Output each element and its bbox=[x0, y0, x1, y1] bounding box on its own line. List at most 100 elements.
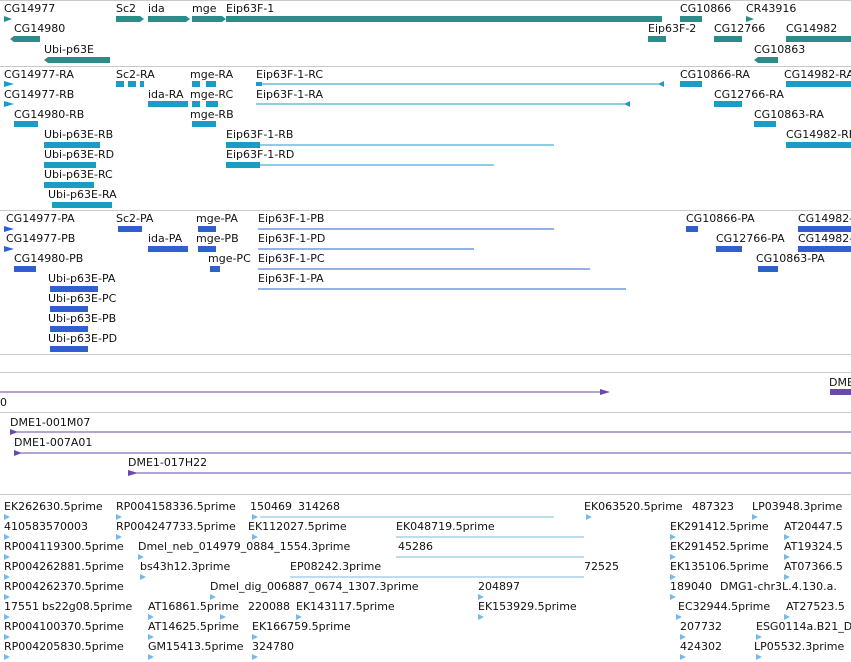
gene-label[interactable]: CG14977 bbox=[4, 2, 56, 15]
est-label[interactable]: RP004262370.5prime bbox=[4, 580, 124, 593]
protein-label[interactable]: CG12766-PA bbox=[716, 232, 785, 245]
gene-label[interactable]: ida bbox=[148, 2, 165, 15]
est-label[interactable]: EP08242.3prime bbox=[290, 560, 382, 573]
transcript-label[interactable]: mge-RA bbox=[190, 68, 234, 81]
est-label[interactable]: 410583570003 bbox=[4, 520, 88, 533]
est-label[interactable]: 189040 bbox=[670, 580, 712, 593]
est-label[interactable]: 72525 bbox=[584, 560, 619, 573]
protein-label[interactable]: CG14977-PB bbox=[6, 232, 76, 245]
est-label[interactable]: 324780 bbox=[252, 640, 294, 653]
est-label[interactable]: EK143117.5prime bbox=[296, 600, 395, 613]
transcript-label[interactable]: Eip63F-1-RB bbox=[226, 128, 294, 141]
est-label[interactable]: RP004158336.5prime bbox=[116, 500, 236, 513]
protein-label[interactable]: Eip63F-1-PA bbox=[258, 272, 324, 285]
protein-label[interactable]: CG14977-PA bbox=[6, 212, 75, 225]
protein-label[interactable]: Ubi-p63E-PC bbox=[48, 292, 117, 305]
est-label[interactable]: AT07366.5 bbox=[784, 560, 843, 573]
protein-label[interactable]: Eip63F-1-PC bbox=[258, 252, 325, 265]
protein-label[interactable]: mge-PB bbox=[196, 232, 239, 245]
protein-label[interactable]: Ubi-p63E-PA bbox=[48, 272, 116, 285]
est-label[interactable]: AT27523.5 bbox=[786, 600, 845, 613]
est-label[interactable]: EK048719.5prime bbox=[396, 520, 495, 533]
est-label[interactable]: ESG0114a.B21_D bbox=[756, 620, 851, 633]
transcript-label[interactable]: Eip63F-1-RD bbox=[226, 148, 295, 161]
est-label[interactable]: bs22g08.5prime bbox=[42, 600, 133, 613]
protein-label[interactable]: CG14980-PB bbox=[14, 252, 84, 265]
est-label[interactable]: 17551 bbox=[4, 600, 39, 613]
clone-label[interactable]: 0 bbox=[0, 396, 7, 409]
est-label[interactable]: EC32944.5prime bbox=[678, 600, 771, 613]
est-label[interactable]: 220088 bbox=[248, 600, 290, 613]
gene-label[interactable]: CG10863 bbox=[754, 43, 806, 56]
protein-label[interactable]: Eip63F-1-PD bbox=[258, 232, 326, 245]
est-label[interactable]: RP004262881.5prime bbox=[4, 560, 124, 573]
transcript-label[interactable]: CG14977-RB bbox=[4, 88, 75, 101]
est-label[interactable]: 207732 bbox=[680, 620, 722, 633]
protein-label[interactable]: CG14982-PA bbox=[798, 212, 851, 225]
protein-label[interactable]: Ubi-p63E-PD bbox=[48, 332, 118, 345]
est-label[interactable]: EK291452.5prime bbox=[670, 540, 769, 553]
est-label[interactable]: RP004100370.5prime bbox=[4, 620, 124, 633]
gene-label[interactable]: Ubi-p63E bbox=[44, 43, 94, 56]
est-label[interactable]: 45286 bbox=[398, 540, 433, 553]
clone-label[interactable]: DME1-017H22 bbox=[128, 456, 208, 469]
est-label[interactable]: 487323 bbox=[692, 500, 734, 513]
transcript-label[interactable]: Ubi-p63E-RA bbox=[48, 188, 117, 201]
clone-label[interactable]: DME1-007A01 bbox=[14, 436, 93, 449]
transcript-label[interactable]: ida-RA bbox=[148, 88, 184, 101]
gene-label[interactable]: Eip63F-2 bbox=[648, 22, 697, 35]
est-label[interactable]: GM15413.5prime bbox=[148, 640, 244, 653]
est-label[interactable]: EK153929.5prime bbox=[478, 600, 577, 613]
est-label[interactable]: EK262630.5prime bbox=[4, 500, 103, 513]
transcript-label[interactable]: mge-RC bbox=[190, 88, 234, 101]
transcript-label[interactable]: Ubi-p63E-RC bbox=[44, 168, 113, 181]
est-label[interactable]: RP004205830.5prime bbox=[4, 640, 124, 653]
transcript-label[interactable]: CG14982-RB bbox=[786, 128, 851, 141]
transcript-label[interactable]: CG14980-RB bbox=[14, 108, 85, 121]
transcript-label[interactable]: Ubi-p63E-RB bbox=[44, 128, 114, 141]
protein-label[interactable]: Sc2-PA bbox=[116, 212, 154, 225]
protein-label[interactable]: ida-PA bbox=[148, 232, 183, 245]
est-label[interactable]: DMG1-chr3L.4.130.a. bbox=[720, 580, 837, 593]
est-label[interactable]: 150469 bbox=[250, 500, 292, 513]
transcript-label[interactable]: Ubi-p63E-RD bbox=[44, 148, 115, 161]
transcript-label[interactable]: Eip63F-1-RC bbox=[256, 68, 324, 81]
gene-label[interactable]: CR43916 bbox=[746, 2, 797, 15]
transcript-label[interactable]: mge-RB bbox=[190, 108, 234, 121]
protein-label[interactable]: Ubi-p63E-PB bbox=[48, 312, 117, 325]
transcript-label[interactable]: Eip63F-1-RA bbox=[256, 88, 323, 101]
est-label[interactable]: RP004247733.5prime bbox=[116, 520, 236, 533]
transcript-label[interactable]: CG10863-RA bbox=[754, 108, 824, 121]
gene-label[interactable]: Eip63F-1 bbox=[226, 2, 275, 15]
gene-label[interactable]: CG12766 bbox=[714, 22, 766, 35]
protein-label[interactable]: CG14982-PB bbox=[798, 232, 851, 245]
protein-label[interactable]: CG10863-PA bbox=[756, 252, 825, 265]
est-label[interactable]: AT14625.5prime bbox=[148, 620, 239, 633]
protein-label[interactable]: mge-PC bbox=[208, 252, 251, 265]
clone-label[interactable]: DME1-001M07 bbox=[10, 416, 91, 429]
est-label[interactable]: EK063520.5prime bbox=[584, 500, 683, 513]
est-label[interactable]: RP004119300.5prime bbox=[4, 540, 124, 553]
protein-label[interactable]: Eip63F-1-PB bbox=[258, 212, 325, 225]
gene-label[interactable]: CG10866 bbox=[680, 2, 732, 15]
transcript-label[interactable]: CG14982-RA bbox=[784, 68, 851, 81]
gene-label[interactable]: Sc2 bbox=[116, 2, 137, 15]
est-label[interactable]: AT16861.5prime bbox=[148, 600, 239, 613]
est-label[interactable]: bs43h12.3prime bbox=[140, 560, 231, 573]
clone-label[interactable]: DMEI bbox=[829, 376, 851, 389]
gene-label[interactable]: CG14982 bbox=[786, 22, 838, 35]
transcript-label[interactable]: CG12766-RA bbox=[714, 88, 784, 101]
transcript-label[interactable]: CG14977-RA bbox=[4, 68, 74, 81]
est-label[interactable]: 424302 bbox=[680, 640, 722, 653]
est-label[interactable]: EK291412.5prime bbox=[670, 520, 769, 533]
protein-label[interactable]: CG10866-PA bbox=[686, 212, 755, 225]
gene-label[interactable]: CG14980 bbox=[14, 22, 66, 35]
transcript-label[interactable]: Sc2-RA bbox=[116, 68, 155, 81]
transcript-label[interactable]: CG10866-RA bbox=[680, 68, 750, 81]
gene-label[interactable]: mge bbox=[192, 2, 217, 15]
est-label[interactable]: 314268 bbox=[298, 500, 340, 513]
est-label[interactable]: AT20447.5 bbox=[784, 520, 843, 533]
est-label[interactable]: AT19324.5 bbox=[784, 540, 843, 553]
est-label[interactable]: 204897 bbox=[478, 580, 520, 593]
